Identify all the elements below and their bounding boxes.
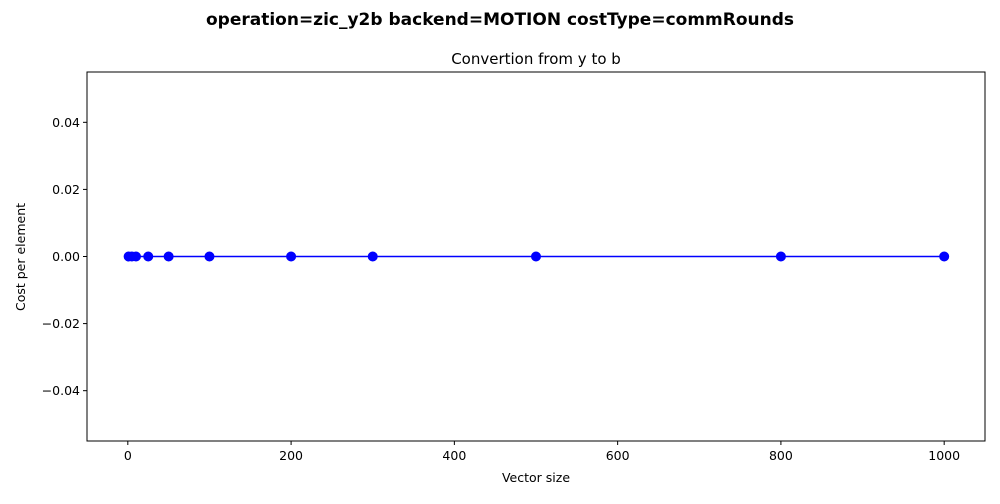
y-tick-label: 0.00 bbox=[52, 249, 80, 264]
data-point bbox=[531, 251, 541, 262]
data-point bbox=[204, 251, 215, 262]
y-tick-label: −0.04 bbox=[42, 383, 80, 398]
x-axis-ticks: 0 200 400 600 800 1000 bbox=[124, 441, 960, 463]
chart-title: Convertion from y to b bbox=[451, 50, 621, 68]
data-point bbox=[286, 251, 297, 262]
chart-suptitle: operation=zic_y2b backend=MOTION costTyp… bbox=[206, 10, 794, 30]
x-tick-label: 400 bbox=[442, 448, 466, 463]
x-axis-label: Vector size bbox=[502, 470, 570, 485]
x-tick-label: 600 bbox=[606, 448, 630, 463]
y-tick-label: −0.02 bbox=[42, 316, 80, 331]
data-point bbox=[367, 251, 378, 262]
data-point bbox=[939, 251, 950, 262]
y-tick-label: 0.02 bbox=[52, 182, 80, 197]
y-axis-label: Cost per element bbox=[13, 203, 28, 311]
y-tick-label: 0.04 bbox=[52, 115, 80, 130]
data-point bbox=[130, 251, 141, 262]
data-point bbox=[163, 251, 174, 262]
y-axis-ticks: −0.04 −0.02 0.00 0.02 0.04 bbox=[42, 115, 87, 398]
plot-area bbox=[86, 71, 986, 442]
x-tick-label: 200 bbox=[279, 448, 303, 463]
x-tick-label: 800 bbox=[769, 448, 793, 463]
x-tick-label: 0 bbox=[124, 448, 132, 463]
data-point bbox=[143, 251, 154, 262]
x-tick-label: 1000 bbox=[928, 448, 960, 463]
data-point bbox=[775, 251, 786, 262]
